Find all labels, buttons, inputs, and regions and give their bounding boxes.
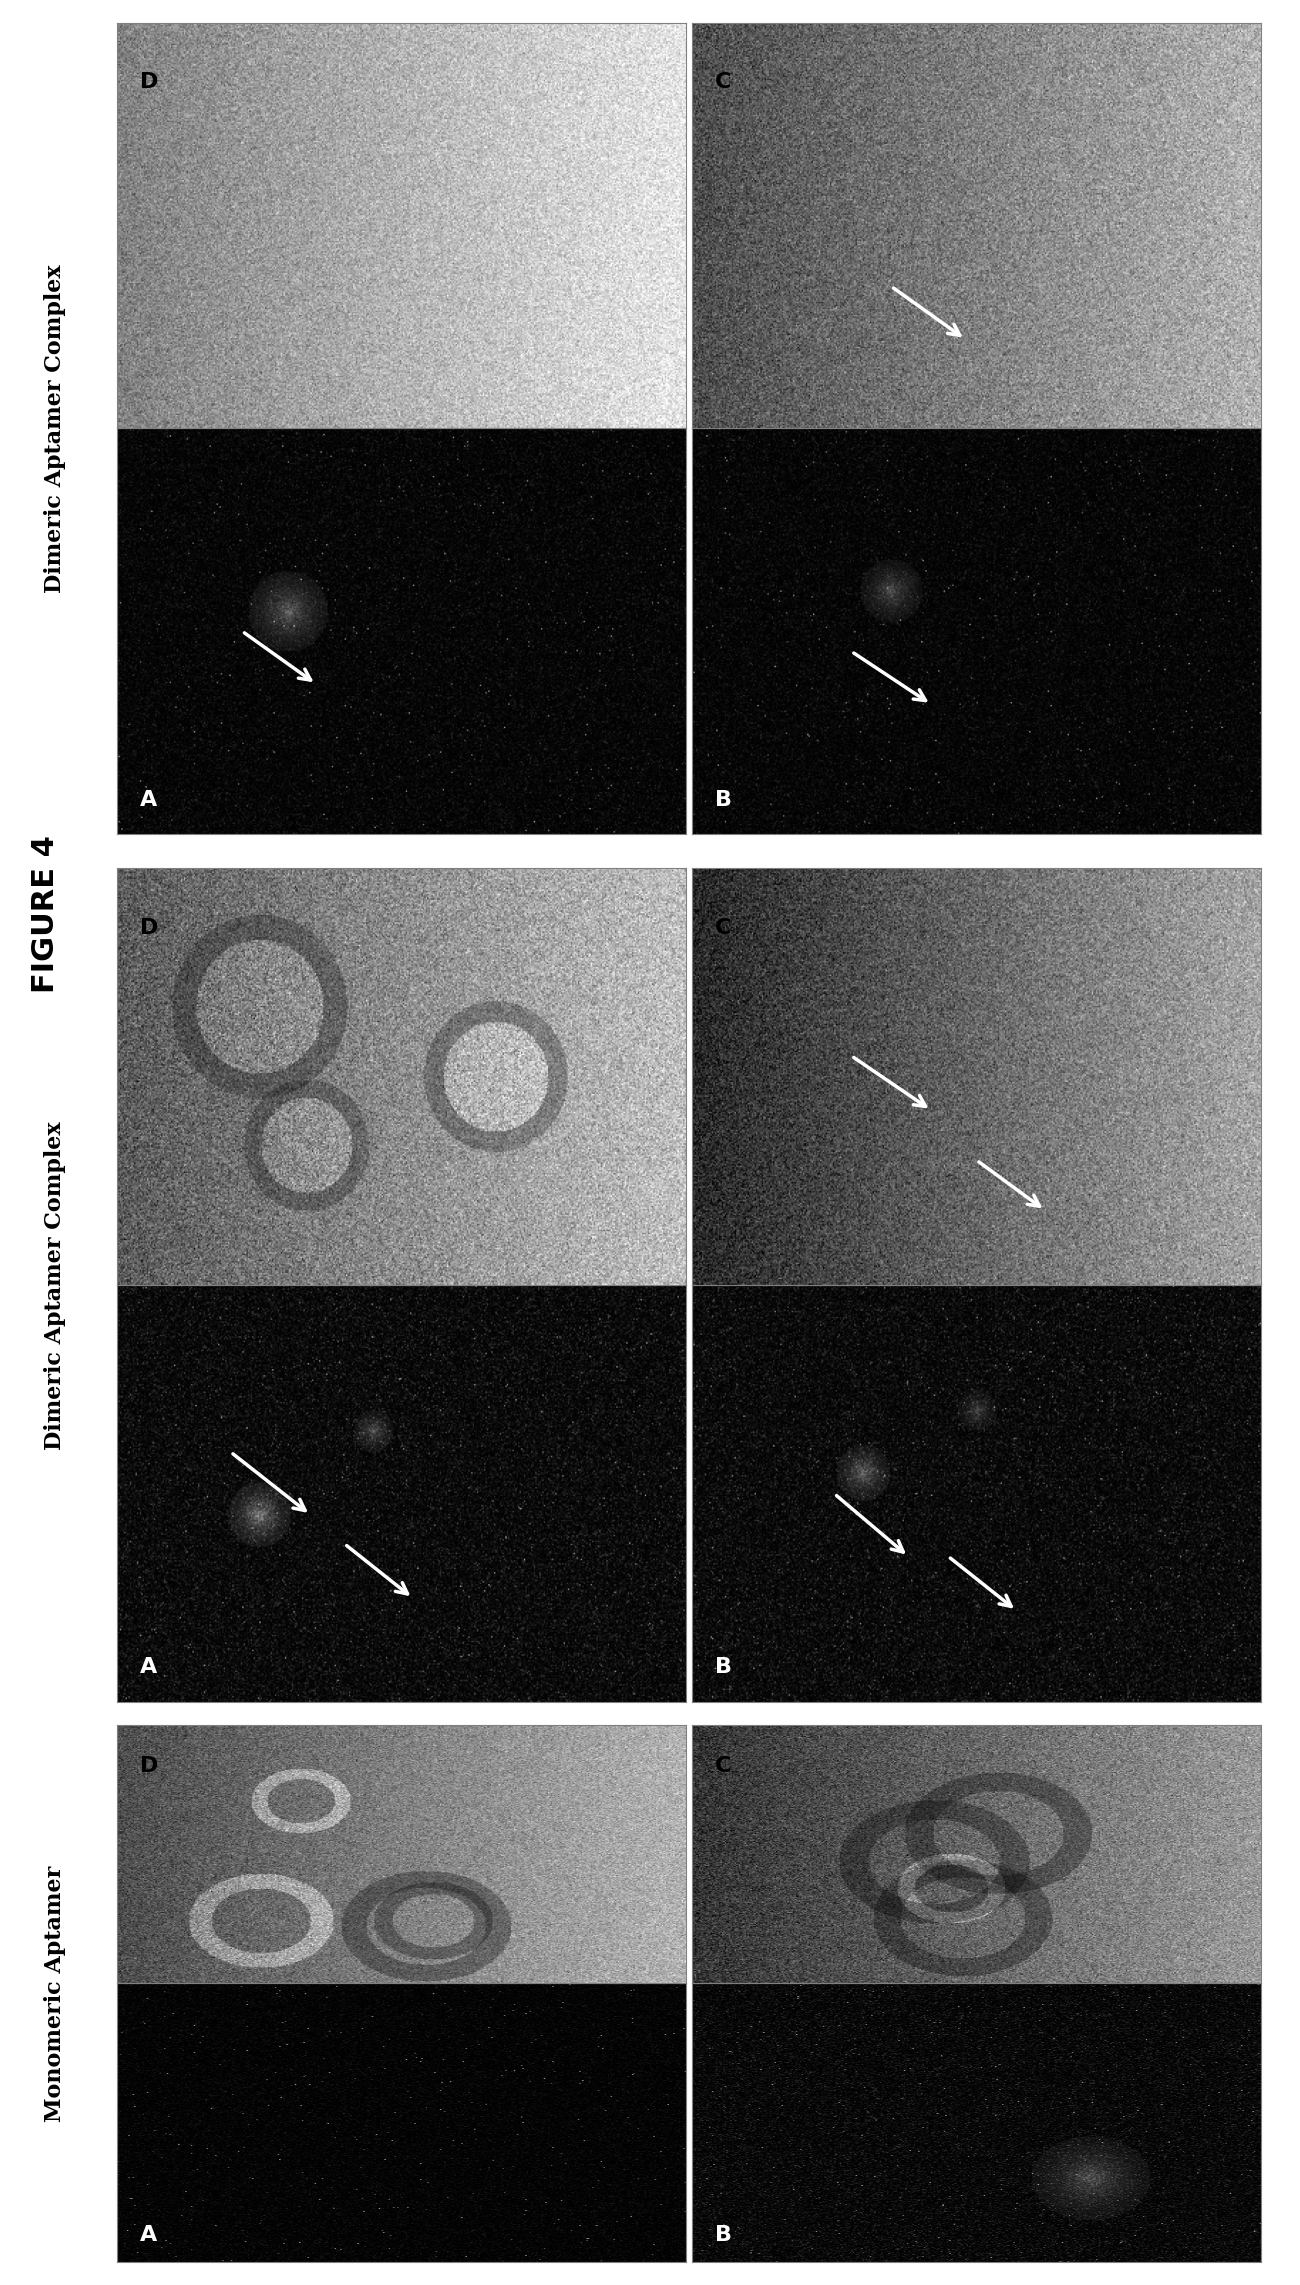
- Text: B: B: [715, 791, 732, 809]
- Text: A: A: [140, 1657, 157, 1677]
- Text: A: A: [140, 2226, 157, 2246]
- Text: Monomeric Aptamer: Monomeric Aptamer: [44, 1865, 66, 2123]
- Text: C: C: [715, 71, 732, 91]
- Text: FIGURE 4: FIGURE 4: [31, 834, 60, 994]
- Text: A: A: [140, 791, 157, 809]
- Text: B: B: [715, 2226, 732, 2246]
- Text: D: D: [140, 1757, 159, 1775]
- Text: Dimeric Aptamer Complex: Dimeric Aptamer Complex: [44, 1122, 66, 1449]
- Text: D: D: [140, 919, 159, 939]
- Text: Dimeric Aptamer Complex: Dimeric Aptamer Complex: [44, 265, 66, 592]
- Text: C: C: [715, 1757, 732, 1775]
- Text: C: C: [715, 919, 732, 939]
- Text: B: B: [715, 1657, 732, 1677]
- Text: D: D: [140, 71, 159, 91]
